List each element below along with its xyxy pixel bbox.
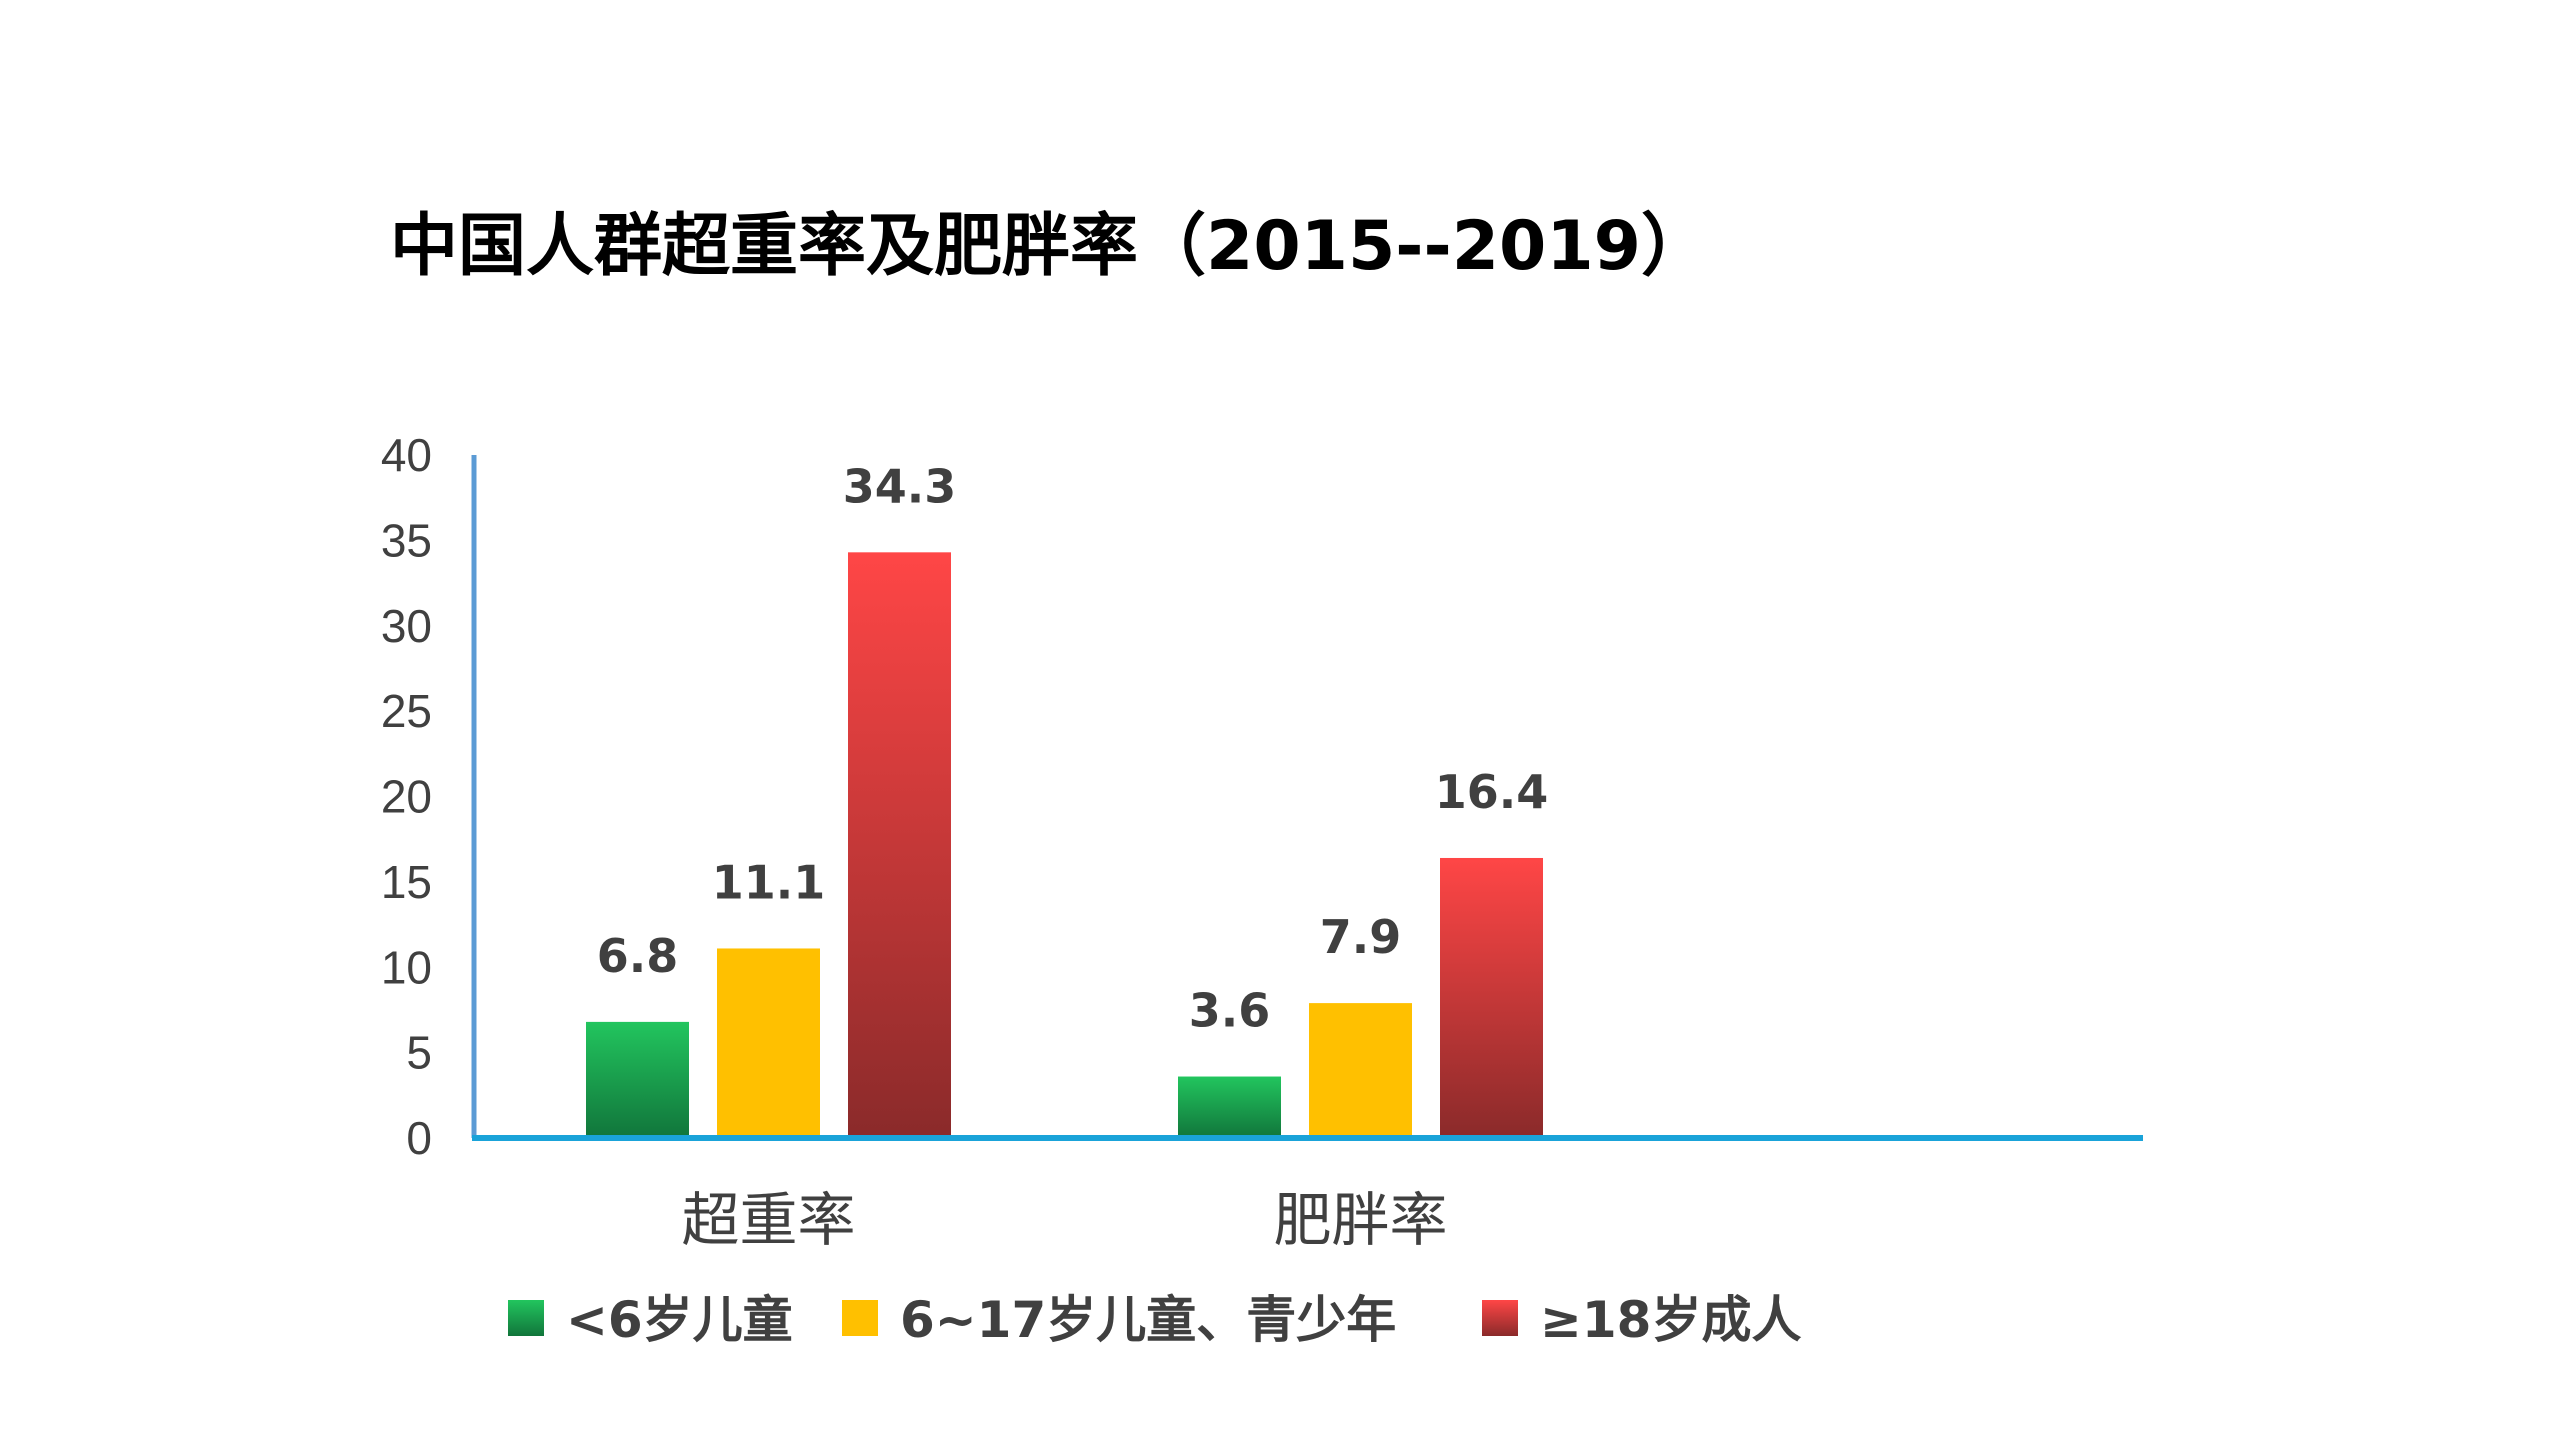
data-label: 34.3: [843, 459, 957, 513]
category-label: 超重率: [681, 1186, 855, 1254]
category-label: 肥胖率: [1273, 1186, 1447, 1254]
data-label: 3.6: [1189, 984, 1271, 1038]
bar-obesity-series-1: [1309, 1003, 1412, 1138]
data-label: 11.1: [712, 855, 826, 909]
legend-swatch: [842, 1300, 878, 1336]
y-tick-label: 15: [381, 856, 432, 908]
y-tick-label: 10: [381, 941, 432, 993]
bar-overweight-series-2: [848, 552, 951, 1138]
legend-label: ≥18岁成人: [1540, 1291, 1801, 1349]
bar-overweight-series-1: [717, 948, 820, 1138]
bar-obesity-series-2: [1440, 857, 1543, 1138]
legend-swatch: [1482, 1300, 1518, 1336]
data-label: 16.4: [1435, 765, 1549, 819]
y-tick-label: 20: [381, 771, 432, 823]
data-label: 6.8: [597, 929, 679, 983]
y-tick-label: 5: [406, 1027, 432, 1079]
legend-label: 6~17岁儿童、青少年: [900, 1291, 1396, 1349]
bar-obesity-series-0: [1178, 1076, 1281, 1138]
y-tick-label: 30: [381, 600, 432, 652]
chart-title: 中国人群超重率及肥胖率（2015--2019）: [390, 207, 1709, 286]
y-tick-label: 35: [381, 514, 432, 566]
legend-swatch: [508, 1300, 544, 1336]
y-tick-label: 25: [381, 685, 432, 737]
bar-overweight-series-0: [586, 1021, 689, 1138]
legend-label: <6岁儿童: [566, 1291, 793, 1349]
data-label: 7.9: [1320, 910, 1402, 964]
y-tick-label: 0: [406, 1112, 432, 1164]
y-tick-label: 40: [381, 429, 432, 481]
